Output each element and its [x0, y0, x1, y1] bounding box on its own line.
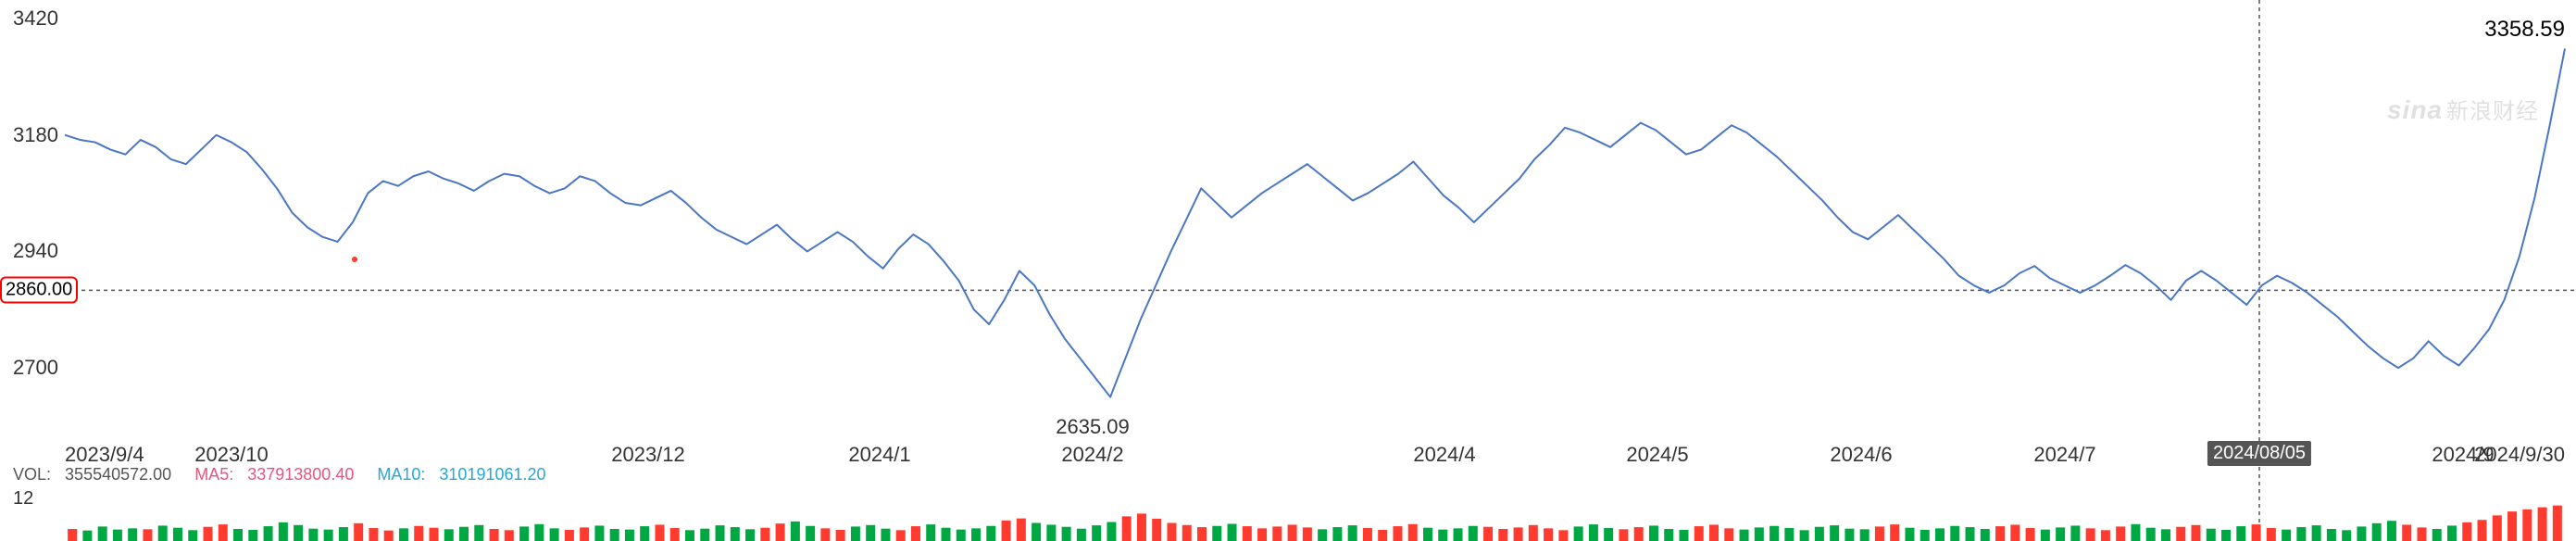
x-tick: 2024/9/30 — [2474, 443, 2565, 467]
low-value-label: 2635.09 — [1056, 415, 1130, 439]
watermark-brand: sina — [2387, 95, 2443, 124]
volume-y-tick: 12 — [13, 488, 33, 510]
y-tick: 2700 — [13, 356, 58, 380]
ma10-label: MA10: 310191061.20 — [377, 465, 555, 484]
crosshair-x-label: 2024/08/05 — [2207, 441, 2311, 466]
vol-label: VOL: 355540572.00 — [13, 465, 181, 484]
x-tick: 2023/10 — [194, 443, 269, 467]
volume-legend: VOL: 355540572.00 MA5: 337913800.40 MA10… — [13, 465, 565, 484]
stock-chart: 2700 2940 3180 3420 2023/9/4 2023/10 2023/12 2… — [0, 0, 2576, 541]
price-plot-svg — [0, 0, 2576, 541]
watermark-text: 新浪财经 — [2446, 99, 2539, 124]
x-tick: 2023/12 — [611, 443, 685, 467]
ma5-label: MA5: 337913800.40 — [194, 465, 363, 484]
x-tick: 2024/4 — [1413, 443, 1475, 467]
last-value-label: 3358.59 — [2484, 17, 2565, 43]
y-tick: 3420 — [13, 6, 58, 31]
watermark: sina新浪财经 — [2387, 93, 2539, 125]
x-tick: 2024/5 — [1626, 443, 1688, 467]
y-tick: 2940 — [13, 239, 58, 263]
x-tick: 2024/1 — [848, 443, 910, 467]
crosshair-y-label: 2860.00 — [0, 277, 78, 304]
x-tick: 2024/2 — [1061, 443, 1123, 467]
x-tick: 2024/6 — [1830, 443, 1892, 467]
y-tick: 3180 — [13, 123, 58, 147]
x-tick: 2024/7 — [2033, 443, 2095, 467]
x-tick: 2023/9/4 — [65, 443, 144, 467]
